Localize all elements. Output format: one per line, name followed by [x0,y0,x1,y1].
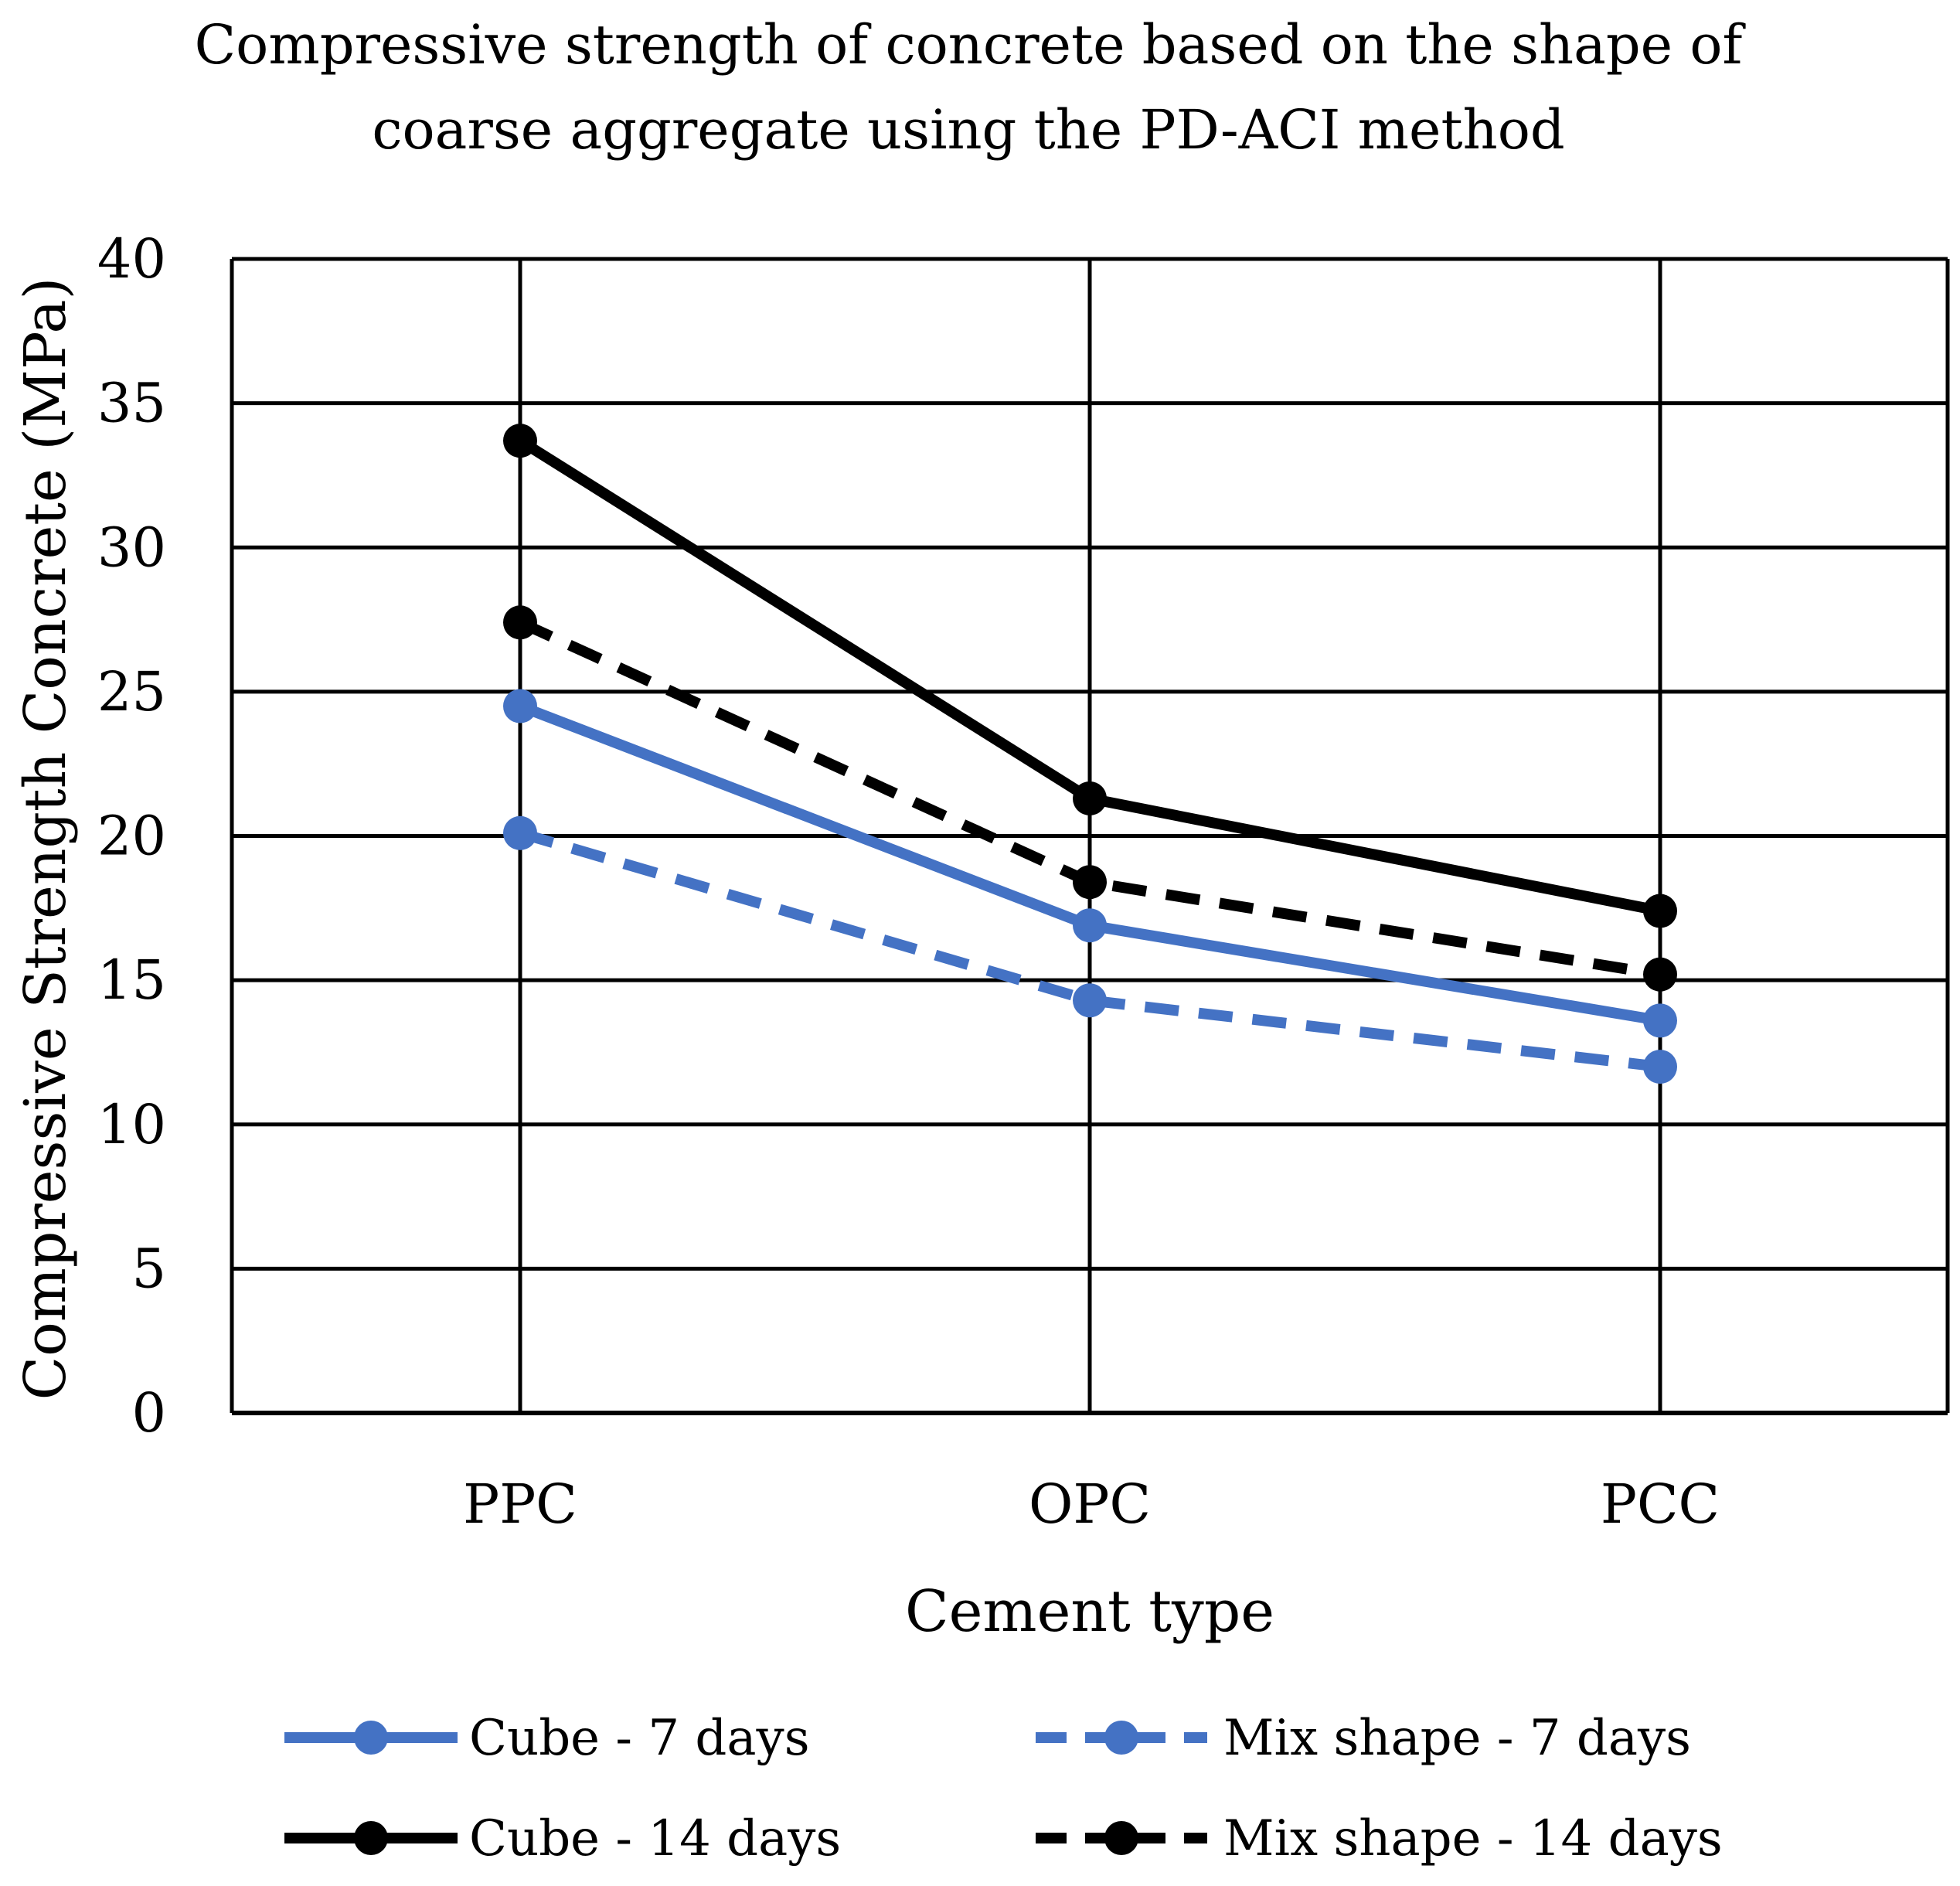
data-point-mix-shape-14-days [1073,865,1107,900]
legend-label: Mix shape - 14 days [1223,1810,1723,1867]
y-tick-label: 35 [97,372,166,435]
x-tick-label: PPC [463,1472,577,1536]
x-axis-tick-labels: PPC OPC PCC [463,1472,1720,1536]
data-point-mix-shape-14-days [1643,957,1677,992]
data-point-mix-shape-7-days [503,815,537,850]
axes [230,257,1950,1415]
data-point-mix-shape-14-days [503,605,537,640]
y-tick-label: 25 [97,660,166,723]
y-axis-tick-labels: 0 5 10 15 20 25 30 35 40 [97,227,166,1445]
legend-swatch-marker [1104,1821,1138,1855]
series-cube-7-days [503,689,1677,1038]
y-tick-label: 20 [97,805,166,868]
legend-item-cube-7-days: Cube - 7 days [284,1710,810,1767]
data-point-cube-7-days [1643,1003,1677,1038]
x-tick-label: OPC [1029,1472,1151,1536]
data-point-cube-14-days [1073,781,1107,815]
x-axis-label: Cement type [905,1578,1274,1645]
data-point-cube-14-days [1643,894,1677,928]
y-tick-label: 15 [97,948,166,1012]
chart-title-line-2: coarse aggregate using the PD-ACI method [372,98,1564,162]
series-line-mix-shape-7-days [519,828,1661,1073]
series-mix-shape-7-days [503,815,1677,1084]
legend-swatch-marker [354,1821,388,1855]
legend-swatch-marker [1104,1721,1138,1755]
data-series [503,424,1677,1084]
legend-item-mix-shape-7-days: Mix shape - 7 days [1036,1710,1691,1767]
y-tick-label: 0 [131,1381,166,1445]
data-point-cube-7-days [1073,908,1107,943]
legend-swatch-marker [354,1721,388,1755]
legend: Cube - 7 days Mix shape - 7 days Cube - 14… [284,1710,1723,1867]
y-tick-label: 40 [97,227,166,291]
legend-label: Cube - 14 days [469,1810,841,1867]
y-tick-label: 10 [97,1093,166,1156]
series-cube-14-days [503,424,1677,928]
legend-label: Mix shape - 7 days [1223,1710,1691,1767]
data-point-cube-7-days [503,689,537,723]
chart-title: Compressive strength of concrete based o… [195,13,1747,162]
legend-item-mix-shape-14-days: Mix shape - 14 days [1036,1810,1723,1867]
series-mix-shape-14-days [503,605,1677,992]
data-point-cube-14-days [503,424,537,458]
legend-label: Cube - 7 days [469,1710,810,1767]
data-point-mix-shape-7-days [1643,1050,1677,1084]
y-tick-label: 5 [131,1237,166,1300]
legend-item-cube-14-days: Cube - 14 days [284,1810,841,1867]
data-point-mix-shape-7-days [1073,983,1107,1018]
chart-title-line-1: Compressive strength of concrete based o… [195,13,1747,77]
y-axis-label: Compressive Strength Concrete (MPa) [12,277,79,1401]
x-tick-label: PCC [1601,1472,1720,1536]
y-tick-label: 30 [97,516,166,579]
